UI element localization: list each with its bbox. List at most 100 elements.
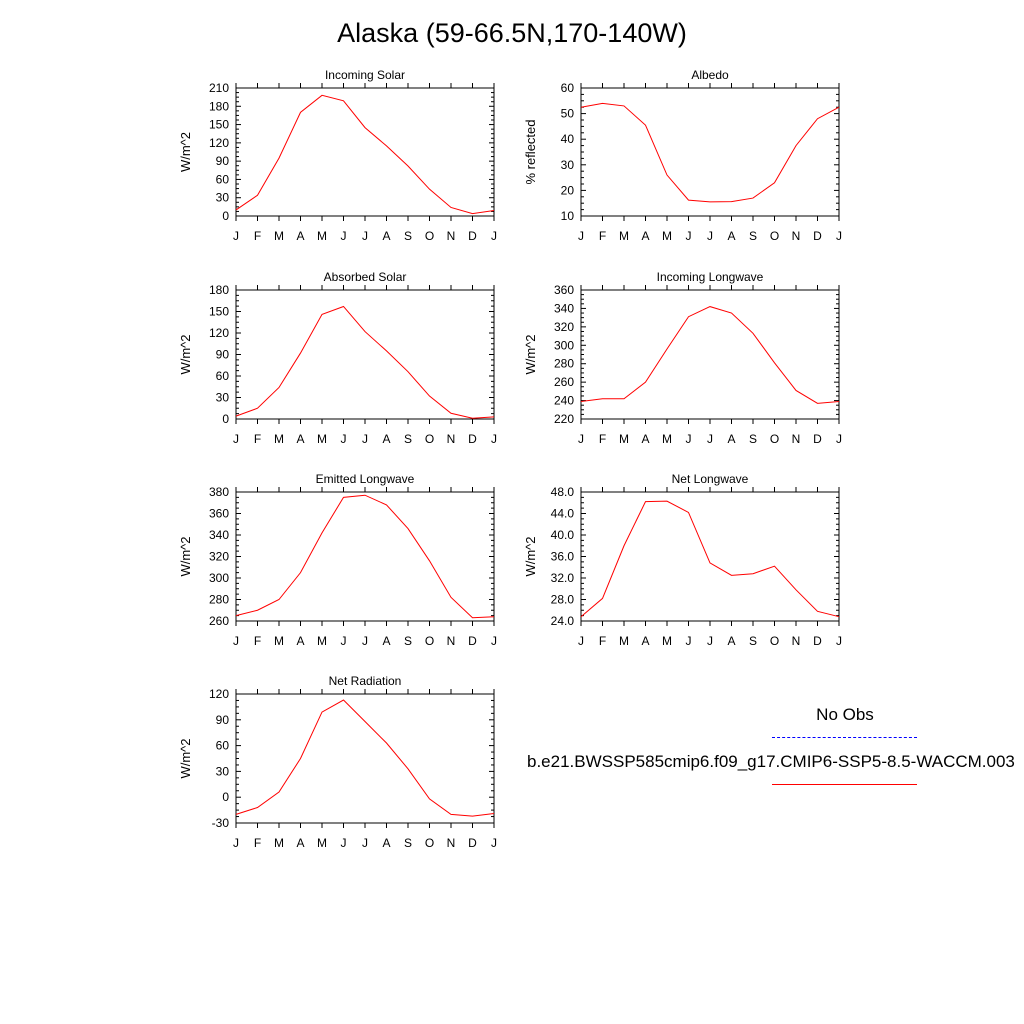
plot-frame [580,87,840,217]
x-tick-label: A [296,229,304,243]
x-tick-label: F [599,432,606,446]
x-tick-label: J [836,432,842,446]
panel-6: 24.028.032.036.040.044.048.0J F M A M J J A S O N D… [523,472,842,648]
x-tick-label: A [641,229,649,243]
series-line [235,305,495,419]
panel-title: Albedo [691,68,729,82]
x-tick-label: M [619,634,629,648]
y-tick-label: 240 [554,394,574,408]
legend-model-line [772,784,917,785]
x-tick-label: M [317,634,327,648]
y-tick-label: 360 [554,283,574,297]
x-tick-label: J [491,432,497,446]
x-tick-label: M [619,229,629,243]
x-tick-label: O [425,836,434,850]
y-tick-label: 28.0 [551,593,575,607]
x-tick-label: N [447,229,456,243]
x-tick-label: J [686,432,692,446]
x-tick-label: M [317,432,327,446]
y-tick-label: 120 [209,136,229,150]
x-tick-label: J [341,634,347,648]
x-tick-label: S [749,229,757,243]
x-tick-label: N [792,229,801,243]
x-tick-label: J [491,836,497,850]
x-tick-label: J [233,836,239,850]
y-tick-label: 280 [554,357,574,371]
x-tick-label: F [599,229,606,243]
y-tick-label: 360 [209,507,229,521]
y-tick-label: 30 [216,764,230,778]
y-tick-label: 180 [209,283,229,297]
x-tick-label: O [770,634,779,648]
y-tick-label: 50 [561,107,575,121]
panel-title: Incoming Solar [325,68,405,82]
x-tick-label: S [404,836,412,850]
y-tick-label: 90 [216,713,230,727]
y-tick-label: 0 [222,790,229,804]
x-tick-label: D [813,229,822,243]
x-tick-label: D [468,836,477,850]
y-tick-label: -30 [212,816,230,830]
y-tick-label: 150 [209,305,229,319]
series-line [235,699,495,817]
x-tick-label: O [770,432,779,446]
series-line [580,102,840,203]
y-tick-label: 60 [216,369,230,383]
plot-frame [235,693,495,824]
x-tick-label: N [447,432,456,446]
y-axis-label: W/m^2 [523,536,538,576]
x-tick-label: M [274,432,284,446]
y-tick-label: 0 [222,412,229,426]
series-line [235,94,495,215]
y-tick-label: 48.0 [551,485,575,499]
x-tick-label: J [686,229,692,243]
x-tick-label: O [425,634,434,648]
x-tick-label: A [296,836,304,850]
x-tick-label: O [425,229,434,243]
x-tick-label: A [382,432,390,446]
x-tick-label: M [274,836,284,850]
x-tick-label: F [599,634,606,648]
plot-frame [235,87,495,217]
x-tick-label: M [317,229,327,243]
panel-title: Absorbed Solar [324,270,407,284]
y-tick-label: 340 [209,528,229,542]
y-tick-label: 90 [216,348,230,362]
x-tick-label: D [468,634,477,648]
y-tick-label: 0 [222,209,229,223]
y-tick-label: 300 [554,338,574,352]
x-tick-label: S [404,229,412,243]
x-tick-label: M [662,229,672,243]
y-tick-label: 150 [209,118,229,132]
y-axis-label: % reflected [523,119,538,184]
x-tick-label: D [813,432,822,446]
x-tick-label: D [813,634,822,648]
y-tick-label: 36.0 [551,550,575,564]
x-tick-label: M [662,634,672,648]
y-tick-label: 40 [561,132,575,146]
x-tick-label: J [341,836,347,850]
plot-frame [580,289,840,420]
y-tick-label: 280 [209,593,229,607]
y-tick-label: 320 [209,550,229,564]
x-tick-label: J [578,432,584,446]
y-tick-label: 24.0 [551,614,575,628]
y-tick-label: 340 [554,301,574,315]
figure-title: Alaska (59-66.5N,170-140W) [337,18,687,48]
y-axis-label: W/m^2 [523,334,538,374]
y-tick-label: 210 [209,81,229,95]
panel-title: Incoming Longwave [657,270,764,284]
y-axis-label: W/m^2 [178,536,193,576]
x-tick-label: S [404,432,412,446]
legend-obs-line [772,737,917,738]
x-tick-label: O [770,229,779,243]
x-tick-label: M [274,229,284,243]
x-tick-label: J [707,432,713,446]
x-tick-label: J [836,634,842,648]
x-tick-label: A [382,836,390,850]
